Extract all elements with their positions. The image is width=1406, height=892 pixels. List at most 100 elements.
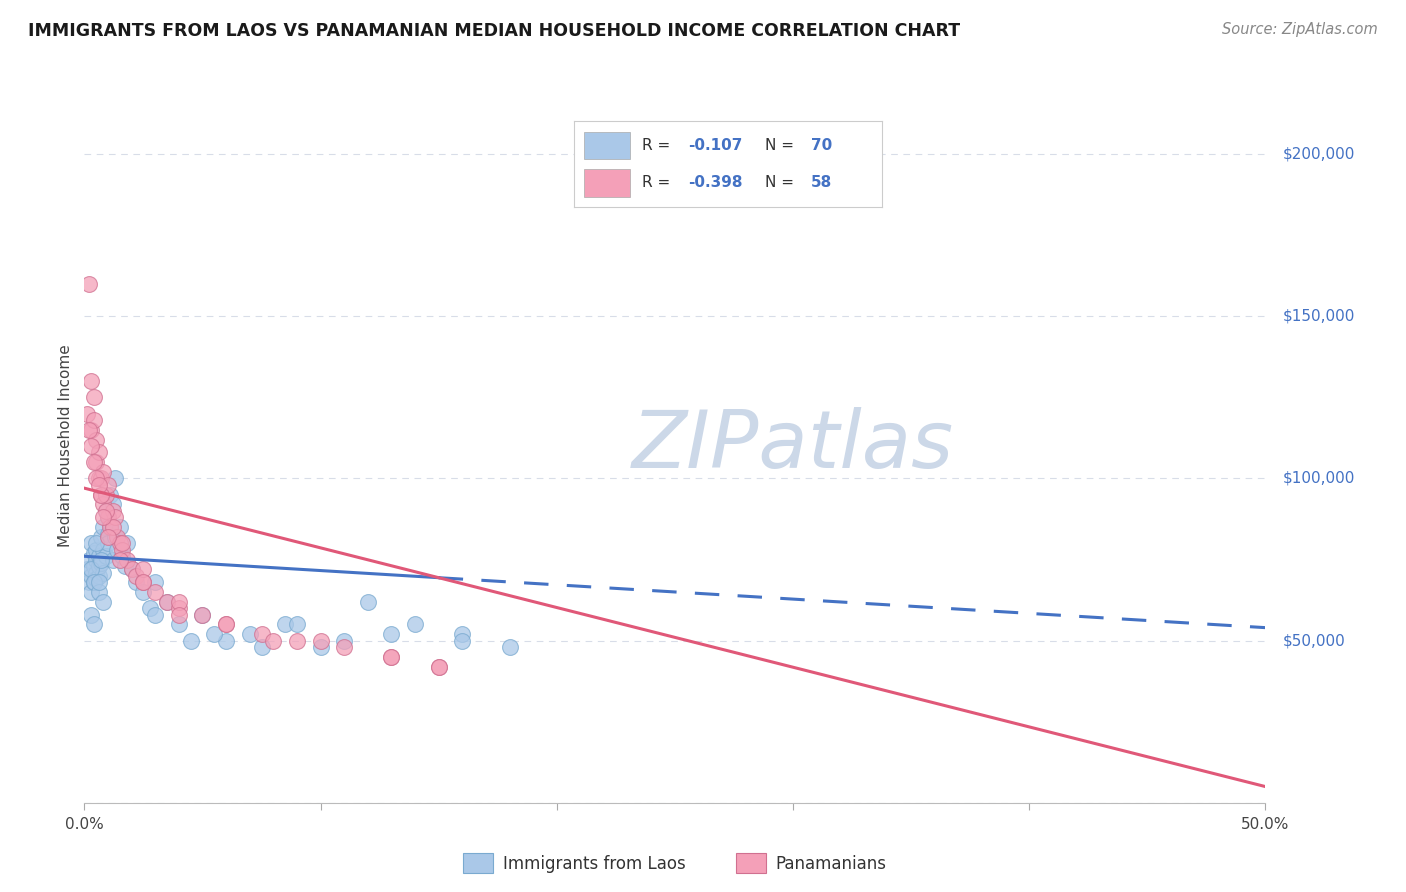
Point xyxy=(132,575,155,590)
Point xyxy=(83,413,105,427)
Point xyxy=(98,488,121,502)
Point xyxy=(167,617,190,632)
Text: $200,000: $200,000 xyxy=(1282,146,1354,161)
Point xyxy=(108,536,131,550)
Point xyxy=(451,627,474,641)
Point xyxy=(121,562,143,576)
Point xyxy=(215,617,238,632)
Point xyxy=(83,617,105,632)
Text: N =: N = xyxy=(765,137,794,153)
Point xyxy=(77,277,100,291)
Bar xyxy=(583,169,630,196)
Point xyxy=(114,559,136,574)
Point xyxy=(262,633,284,648)
Point xyxy=(285,617,308,632)
Point xyxy=(427,659,450,673)
Point xyxy=(111,549,134,564)
Point xyxy=(90,471,112,485)
Point xyxy=(333,633,356,648)
Text: 58: 58 xyxy=(811,176,832,191)
Text: $150,000: $150,000 xyxy=(1282,309,1354,324)
Point xyxy=(101,504,124,518)
Point xyxy=(94,488,117,502)
Point xyxy=(104,530,127,544)
Point xyxy=(87,568,110,582)
Point xyxy=(87,575,110,590)
Point xyxy=(90,530,112,544)
Point xyxy=(156,595,179,609)
Point xyxy=(180,633,202,648)
Point xyxy=(90,552,112,566)
Point xyxy=(132,562,155,576)
Point xyxy=(132,575,155,590)
Point xyxy=(132,585,155,599)
Point xyxy=(87,559,110,574)
Point xyxy=(97,510,120,524)
Point xyxy=(101,497,124,511)
Point xyxy=(90,556,112,570)
Point xyxy=(84,552,107,566)
Point xyxy=(80,607,103,622)
Point xyxy=(107,530,129,544)
Point xyxy=(87,471,110,485)
Point xyxy=(404,617,426,632)
Point xyxy=(90,488,112,502)
Point xyxy=(91,595,114,609)
Text: ZIPatlas: ZIPatlas xyxy=(631,407,955,485)
Point xyxy=(104,471,127,485)
Legend: Immigrants from Laos, Panamanians: Immigrants from Laos, Panamanians xyxy=(457,847,893,880)
Point xyxy=(191,607,214,622)
Text: -0.107: -0.107 xyxy=(688,137,742,153)
Point xyxy=(101,552,124,566)
Point xyxy=(84,536,107,550)
Point xyxy=(115,552,138,566)
Point xyxy=(215,633,238,648)
Point xyxy=(333,640,356,654)
Point xyxy=(84,455,107,469)
Point xyxy=(380,649,402,664)
Point xyxy=(97,510,120,524)
Point xyxy=(250,627,273,641)
Point xyxy=(111,536,134,550)
Point xyxy=(115,536,138,550)
Point xyxy=(250,640,273,654)
Point xyxy=(84,542,107,557)
Point xyxy=(83,575,105,590)
Point xyxy=(91,520,114,534)
Point xyxy=(215,617,238,632)
Point xyxy=(309,633,332,648)
Point xyxy=(84,433,107,447)
Point xyxy=(80,423,103,437)
Point xyxy=(76,407,98,421)
Text: R =: R = xyxy=(643,137,671,153)
Point xyxy=(108,552,131,566)
Point xyxy=(125,575,148,590)
Point xyxy=(80,585,103,599)
Point xyxy=(108,520,131,534)
Point xyxy=(77,552,100,566)
Point xyxy=(357,595,380,609)
Text: R =: R = xyxy=(643,176,671,191)
Point xyxy=(84,572,107,586)
Point xyxy=(97,526,120,541)
Point xyxy=(97,536,120,550)
Point xyxy=(91,510,114,524)
Point xyxy=(91,497,114,511)
Point xyxy=(83,390,105,404)
Point xyxy=(202,627,225,641)
Point xyxy=(83,559,105,574)
Point xyxy=(274,617,297,632)
Point xyxy=(94,549,117,564)
Text: N =: N = xyxy=(765,176,794,191)
Point xyxy=(380,649,402,664)
Point xyxy=(98,516,121,531)
Point xyxy=(143,575,166,590)
Text: IMMIGRANTS FROM LAOS VS PANAMANIAN MEDIAN HOUSEHOLD INCOME CORRELATION CHART: IMMIGRANTS FROM LAOS VS PANAMANIAN MEDIA… xyxy=(28,22,960,40)
Point xyxy=(80,536,103,550)
Y-axis label: Median Household Income: Median Household Income xyxy=(58,344,73,548)
Point xyxy=(94,504,117,518)
Point xyxy=(125,568,148,582)
Point xyxy=(107,542,129,557)
Point xyxy=(87,549,110,564)
Point xyxy=(83,575,105,590)
